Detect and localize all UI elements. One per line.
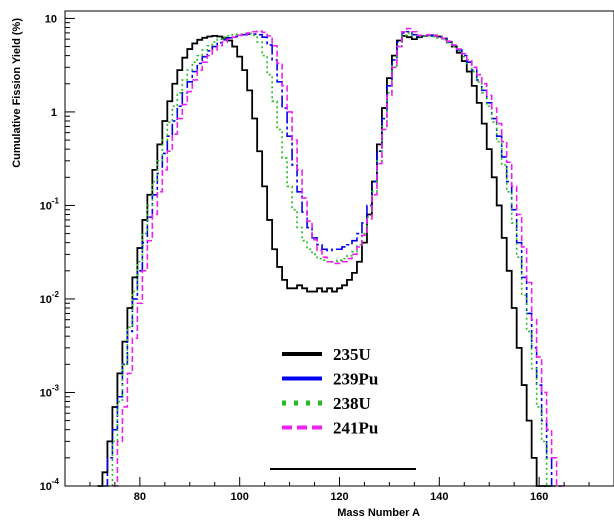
series-line-235U bbox=[97, 34, 552, 487]
x-tick-label: 100 bbox=[231, 491, 249, 503]
series-line-239Pu bbox=[102, 30, 562, 487]
legend-label-235U: 235U bbox=[333, 345, 371, 364]
y-axis-title: Cumulative Fission Yield (%) bbox=[11, 18, 23, 168]
x-tick-label: 120 bbox=[330, 491, 348, 503]
x-tick-label: 160 bbox=[530, 491, 548, 503]
series-line-241Pu bbox=[112, 27, 567, 487]
x-tick-label: 80 bbox=[134, 491, 146, 503]
legend-label-239Pu: 239Pu bbox=[333, 370, 378, 389]
y-tick-label: 1 bbox=[51, 107, 57, 119]
legend-label-241Pu: 241Pu bbox=[333, 419, 378, 438]
x-axis-title: Mass Number A bbox=[337, 507, 420, 519]
y-tick-label: 10 bbox=[45, 13, 57, 25]
series-layer bbox=[97, 27, 567, 487]
legend-label-238U: 238U bbox=[333, 394, 371, 413]
x-tick-label: 140 bbox=[430, 491, 448, 503]
legend: 235U 239Pu 238U 241Pu bbox=[282, 345, 378, 438]
